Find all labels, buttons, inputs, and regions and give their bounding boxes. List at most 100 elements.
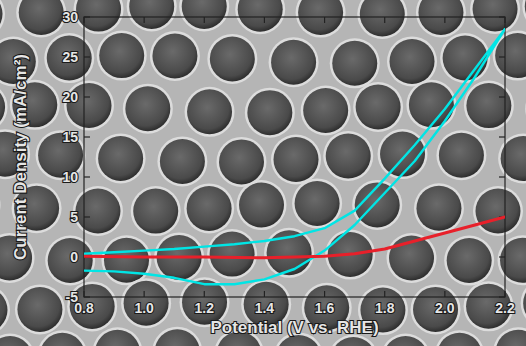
- pore: [331, 337, 376, 346]
- series-line: [84, 217, 505, 258]
- pore: [238, 0, 283, 32]
- pore-rim: [152, 327, 202, 346]
- pore: [48, 238, 93, 283]
- pore-rim: [44, 33, 94, 83]
- x-tick-label: 1.4: [255, 300, 275, 316]
- pore: [380, 132, 425, 177]
- x-tick-top: [204, 17, 205, 23]
- x-tick-top: [83, 17, 84, 23]
- y-tick-label: 15: [62, 129, 78, 145]
- series-line: [84, 29, 505, 284]
- pore-rim: [498, 134, 526, 184]
- pore-rim: [493, 327, 526, 346]
- plot-frame: [84, 17, 505, 297]
- y-tick-label: -5: [66, 289, 79, 305]
- pore-rim: [0, 0, 5, 39]
- pore-rim: [184, 183, 234, 233]
- x-tick-top: [444, 17, 445, 23]
- pore: [326, 134, 371, 179]
- y-tick-label: 5: [70, 209, 78, 225]
- pore: [496, 330, 526, 346]
- x-tick-top: [324, 17, 325, 23]
- pore: [17, 287, 62, 332]
- pore-rim: [179, 0, 229, 31]
- pore: [124, 281, 169, 326]
- pore-rim: [436, 130, 486, 180]
- pore-rim: [15, 284, 65, 334]
- x-tick-label: 1.6: [315, 300, 335, 316]
- pore: [295, 181, 340, 226]
- x-tick: [204, 291, 205, 297]
- pore: [473, 0, 518, 32]
- x-tick-label: 2.2: [495, 300, 515, 316]
- y-tick: [84, 96, 90, 97]
- pore: [383, 336, 428, 346]
- pore: [247, 90, 292, 135]
- pore-rim: [131, 186, 181, 236]
- pore: [437, 333, 482, 346]
- pore: [303, 88, 348, 133]
- pore-rim: [435, 330, 485, 346]
- pore: [40, 333, 85, 346]
- pore-rim: [97, 31, 147, 81]
- y-tick-right: [499, 256, 505, 257]
- pore: [133, 189, 178, 234]
- pore-rim: [357, 0, 407, 39]
- x-tick-label: 1.0: [134, 300, 154, 316]
- pore: [356, 84, 401, 129]
- x-axis-label: Potential (V vs. RHE): [210, 318, 378, 337]
- pore-rim: [207, 34, 257, 84]
- pore: [413, 287, 458, 332]
- pore: [271, 40, 316, 85]
- y-tick-right: [499, 56, 505, 57]
- pore: [332, 41, 377, 86]
- pore: [274, 137, 319, 182]
- pore: [182, 0, 227, 29]
- pore: [525, 0, 526, 29]
- pore: [47, 36, 92, 81]
- pore-rim: [0, 180, 1, 230]
- pore: [125, 86, 170, 131]
- pore: [104, 238, 149, 283]
- y-tick-right: [499, 296, 505, 297]
- y-tick-right: [499, 16, 505, 17]
- pore: [390, 39, 435, 84]
- x-tick-top: [264, 17, 265, 23]
- y-tick-label: 30: [62, 9, 78, 25]
- pore-rim: [464, 81, 514, 131]
- pore-rim: [150, 31, 200, 81]
- y-axis-label: Current Density (mA/cm²): [11, 54, 30, 260]
- pore-rim: [37, 330, 87, 346]
- x-tick: [324, 291, 325, 297]
- pore: [219, 139, 264, 184]
- x-tick-label: 1.8: [375, 300, 395, 316]
- pore-rim: [101, 235, 151, 285]
- pore: [523, 281, 526, 326]
- pore: [187, 186, 232, 231]
- pore: [0, 288, 7, 333]
- pore: [443, 36, 488, 81]
- pore-rim: [301, 85, 351, 135]
- pore-rim: [73, 186, 123, 236]
- pore: [439, 133, 484, 178]
- pore: [475, 189, 520, 234]
- pore-rim: [123, 84, 173, 134]
- y-tick: [84, 56, 90, 57]
- pore: [210, 232, 255, 277]
- x-tick-top: [504, 17, 505, 23]
- pore-rim: [0, 285, 10, 335]
- pore: [98, 136, 143, 181]
- pore-rim: [444, 236, 494, 286]
- x-tick: [83, 291, 84, 297]
- chart: 0.81.01.21.41.61.82.02.2-5051015202530Po…: [0, 0, 526, 346]
- background: [0, 0, 526, 346]
- pore-rim: [296, 0, 346, 38]
- pore: [129, 0, 174, 29]
- pore-rim: [36, 130, 86, 180]
- series-group: [84, 29, 505, 284]
- pore: [19, 0, 64, 35]
- y-tick-label: 25: [62, 49, 78, 65]
- y-tick: [84, 136, 90, 137]
- background-fill: [0, 0, 526, 346]
- pore-rim: [411, 284, 461, 334]
